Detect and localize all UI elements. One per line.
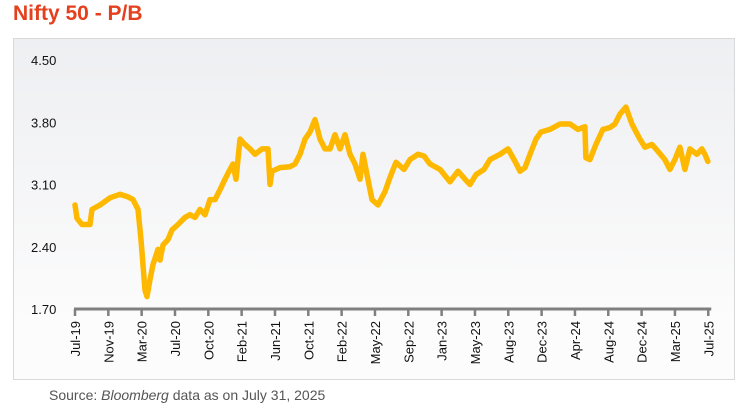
y-tick-label: 2.40	[31, 240, 56, 255]
source-note: Source: Bloomberg data as on July 31, 20…	[49, 387, 325, 403]
x-tick-label: Oct-20	[201, 321, 216, 360]
x-tick-label: Jul-20	[168, 321, 183, 356]
x-tick-label: Aug-24	[601, 321, 616, 363]
x-tick-label: Oct-21	[301, 321, 316, 360]
y-tick-label: 3.80	[31, 115, 56, 130]
x-tick-label: Aug-23	[501, 321, 516, 363]
x-tick-label: Mar-20	[135, 321, 150, 362]
source-suffix: data as on July 31, 2025	[168, 387, 326, 403]
x-tick-label: Jan-23	[435, 321, 450, 361]
x-tick-label: Jul-25	[701, 321, 716, 356]
x-tick-label: Nov-19	[101, 321, 116, 363]
x-tick-label: Jul-19	[68, 321, 83, 356]
source-prefix: Source:	[49, 387, 102, 403]
x-tick-label: May-22	[368, 321, 383, 364]
y-tick-label: 1.70	[31, 302, 56, 317]
x-tick-label: Feb-21	[235, 321, 250, 362]
x-tick-label: Dec-23	[535, 321, 550, 363]
x-tick-label: Dec-24	[635, 321, 650, 363]
x-tick-label: Jun-21	[268, 321, 283, 361]
series-line-pb	[72, 104, 711, 300]
x-tick-label: Mar-25	[668, 321, 683, 362]
x-tick-label: Apr-24	[568, 321, 583, 360]
source-name: Bloomberg	[101, 387, 169, 403]
chart-title: Nifty 50 - P/B	[13, 2, 143, 25]
x-tick-label: Sep-22	[401, 321, 416, 363]
x-tick-label: Feb-22	[335, 321, 350, 362]
x-tick-label: May-23	[468, 321, 483, 364]
chart-frame	[13, 38, 735, 380]
y-tick-label: 4.50	[31, 53, 56, 68]
y-tick-label: 3.10	[31, 178, 56, 193]
